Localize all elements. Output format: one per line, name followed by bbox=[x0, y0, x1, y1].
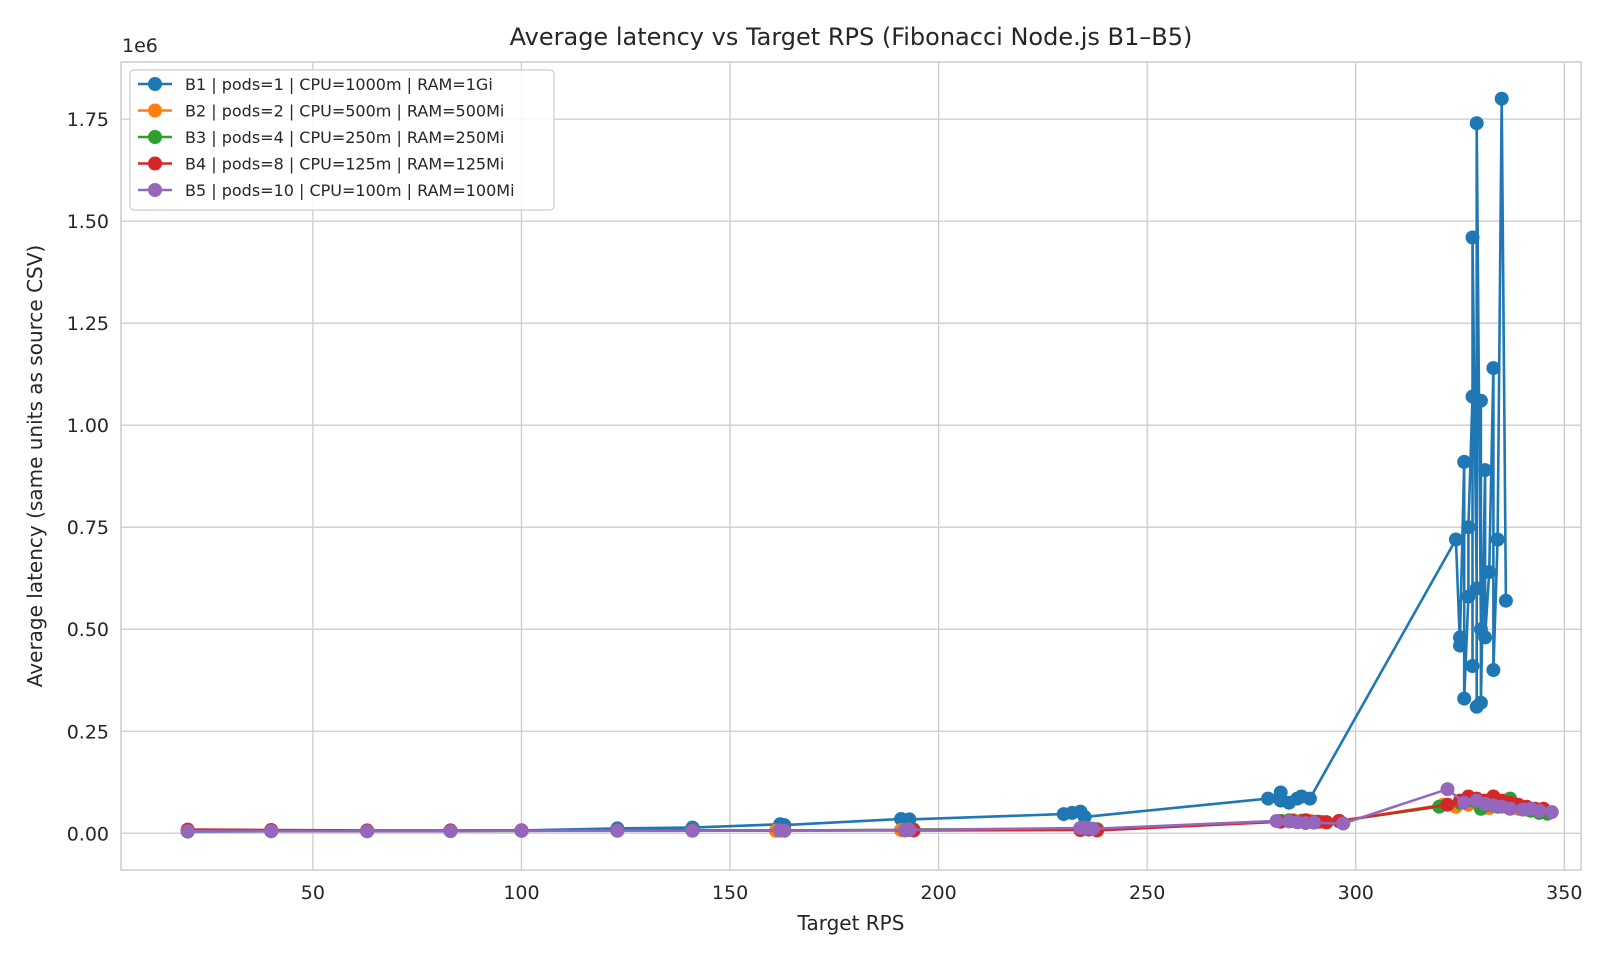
data-point bbox=[1473, 695, 1488, 710]
data-point bbox=[1486, 663, 1501, 677]
data-point bbox=[777, 823, 792, 838]
data-point bbox=[1453, 630, 1467, 645]
x-tick-label: 350 bbox=[1546, 882, 1582, 904]
data-point bbox=[1085, 821, 1100, 836]
data-point bbox=[443, 824, 458, 839]
legend-marker bbox=[148, 156, 162, 171]
data-point bbox=[1465, 230, 1480, 245]
data-point bbox=[1457, 795, 1472, 810]
data-point bbox=[360, 824, 375, 839]
legend-item: B5 | pods=10 | CPU=100m | RAM=100Mi bbox=[138, 181, 515, 200]
series-layer bbox=[180, 91, 1559, 839]
plot-frame bbox=[120, 61, 1582, 871]
legend-item: B4 | pods=8 | CPU=125m | RAM=125Mi bbox=[138, 155, 504, 174]
legend: B1 | pods=1 | CPU=1000m | RAM=1Gi B2 | po… bbox=[129, 69, 555, 211]
x-tick-label: 100 bbox=[503, 882, 539, 904]
data-point bbox=[1473, 393, 1488, 408]
x-tick-label: 300 bbox=[1338, 882, 1374, 904]
legend-label: B2 | pods=2 | CPU=500m | RAM=500Mi bbox=[185, 102, 504, 121]
y-tick-label: 0.25 bbox=[67, 721, 109, 743]
data-point bbox=[1461, 520, 1476, 535]
legend-label: B1 | pods=1 | CPU=1000m | RAM=1Gi bbox=[185, 75, 493, 94]
legend-label: B4 | pods=8 | CPU=125m | RAM=125Mi bbox=[185, 155, 504, 174]
data-point bbox=[264, 824, 279, 839]
data-point bbox=[1261, 791, 1276, 806]
legend-item: B3 | pods=4 | CPU=250m | RAM=250Mi bbox=[138, 128, 504, 147]
data-point bbox=[1457, 691, 1472, 706]
legend-label: B3 | pods=4 | CPU=250m | RAM=250Mi bbox=[185, 128, 504, 147]
x-tick-label: 150 bbox=[712, 882, 748, 904]
x-axis-title: Target RPS bbox=[797, 911, 905, 935]
x-tick-label: 250 bbox=[1129, 882, 1165, 904]
data-point bbox=[902, 823, 917, 837]
data-point bbox=[1494, 91, 1509, 106]
y-tick-label: 1.25 bbox=[67, 313, 109, 335]
legend-label: B5 | pods=10 | CPU=100m | RAM=100Mi bbox=[185, 181, 515, 200]
legend-item: B1 | pods=1 | CPU=1000m | RAM=1Gi bbox=[138, 75, 493, 94]
y-tick-label: 0.50 bbox=[67, 619, 109, 641]
y-tick-label: 0.00 bbox=[67, 823, 109, 845]
data-point bbox=[514, 823, 529, 838]
y-tick-label: 1.50 bbox=[67, 211, 109, 233]
x-axis-ticks: 50 100 150 200 250 300 350 bbox=[301, 882, 1583, 904]
data-point bbox=[1448, 532, 1463, 547]
data-point bbox=[1486, 361, 1501, 376]
data-point bbox=[1503, 801, 1518, 816]
data-point bbox=[1307, 815, 1321, 830]
data-point bbox=[1544, 805, 1559, 820]
data-point bbox=[1302, 791, 1317, 806]
legend-item: B2 | pods=2 | CPU=500m | RAM=500Mi bbox=[138, 102, 504, 121]
data-point bbox=[1482, 565, 1497, 580]
data-point bbox=[685, 823, 700, 838]
data-point bbox=[1269, 814, 1284, 828]
data-point bbox=[1465, 659, 1480, 673]
legend-box bbox=[129, 69, 555, 211]
data-point bbox=[1490, 532, 1505, 547]
y-axis-offset-label: 1e6 bbox=[122, 35, 158, 57]
legend-marker bbox=[148, 103, 162, 118]
data-point bbox=[180, 824, 195, 839]
y-axis-title: Average latency (same units as source CS… bbox=[23, 245, 47, 687]
data-point bbox=[610, 823, 625, 838]
data-point bbox=[1478, 463, 1493, 478]
legend-marker bbox=[148, 183, 162, 197]
data-point bbox=[1440, 797, 1455, 812]
x-tick-label: 200 bbox=[920, 882, 956, 904]
data-point bbox=[1469, 116, 1484, 131]
data-point bbox=[1532, 803, 1547, 818]
data-point bbox=[1457, 454, 1472, 469]
data-point bbox=[1336, 816, 1351, 831]
series-B5 bbox=[180, 782, 1559, 839]
chart-title: Average latency vs Target RPS (Fibonacci… bbox=[510, 23, 1193, 51]
data-point bbox=[1077, 809, 1092, 824]
y-tick-label: 1.75 bbox=[67, 109, 109, 131]
y-tick-label: 1.00 bbox=[67, 415, 109, 437]
x-tick-label: 50 bbox=[301, 882, 325, 904]
data-point bbox=[1440, 782, 1455, 797]
data-point bbox=[1478, 630, 1493, 645]
data-point bbox=[1469, 581, 1484, 596]
y-tick-label: 0.75 bbox=[67, 517, 109, 539]
y-axis-ticks: 0.00 0.25 0.50 0.75 1.00 1.25 1.50 1.75 bbox=[67, 109, 109, 845]
data-point bbox=[1498, 593, 1513, 608]
legend-marker bbox=[148, 77, 162, 91]
legend-marker bbox=[148, 130, 162, 144]
